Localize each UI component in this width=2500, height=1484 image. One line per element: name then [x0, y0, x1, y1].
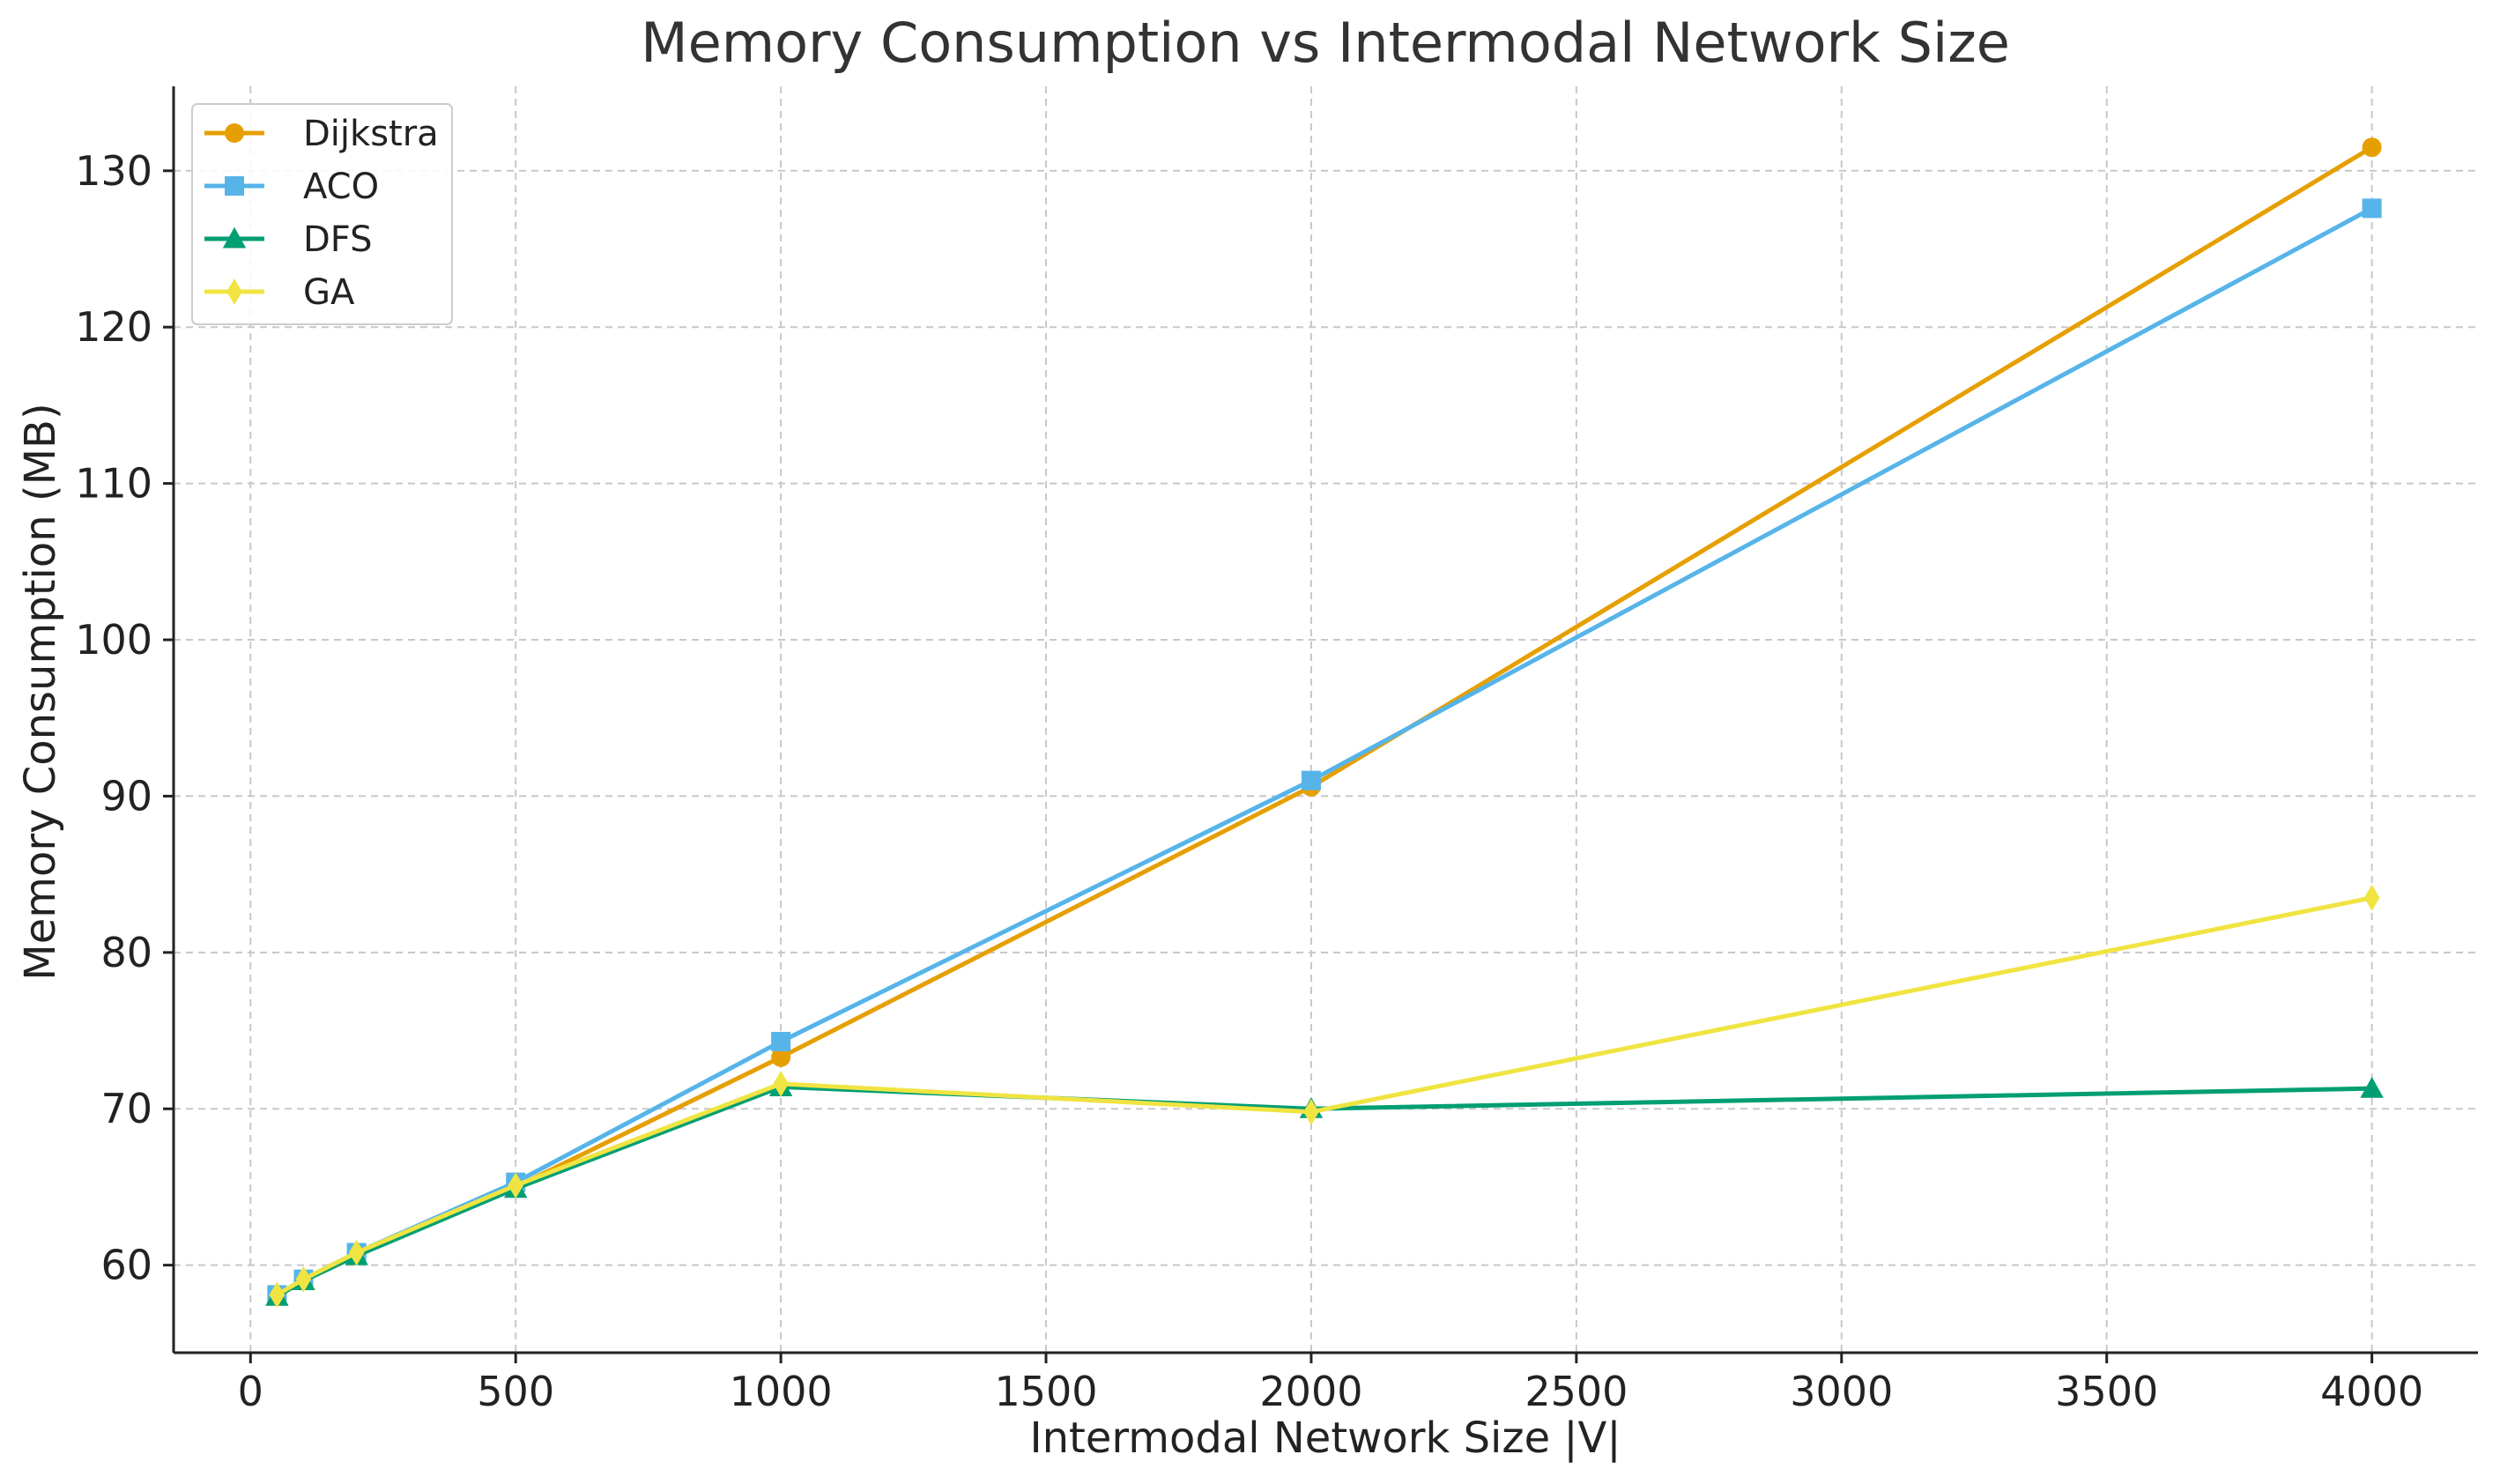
y-tick-label: 130 [75, 147, 152, 195]
series-aco [267, 198, 2382, 1305]
x-tick-label: 2500 [1524, 1368, 1628, 1415]
legend-label-ga: GA [303, 272, 355, 313]
y-tick-label: 120 [75, 303, 152, 351]
x-tick-label: 3500 [2055, 1368, 2158, 1415]
x-tick-label: 4000 [2320, 1368, 2423, 1415]
series-line-aco [276, 206, 2373, 1297]
legend-marker-aco [225, 176, 244, 196]
series-line-dijkstra [276, 145, 2373, 1299]
data-point-ga [348, 1239, 365, 1266]
series-dijkstra [267, 137, 2382, 1307]
data-point-aco [1301, 770, 1321, 790]
legend-label-dfs: DFS [303, 219, 373, 260]
x-axis-label: Intermodal Network Size |V| [1029, 1414, 1621, 1463]
data-point-ga [269, 1281, 286, 1309]
tick-labels: 0 500 1000 1500 2000 2500 3000 3500 4000 60 70 80 90… [75, 147, 2423, 1415]
y-axis-label: Memory Consumption (MB) [16, 403, 65, 980]
y-tick-label: 70 [100, 1085, 152, 1132]
x-tick-label: 500 [477, 1368, 554, 1415]
legend-label-aco: ACO [303, 167, 379, 207]
data-point-ga [2363, 884, 2380, 911]
data-point-dijkstra [771, 1047, 791, 1067]
legend-marker-ga [226, 278, 242, 305]
legend-item-ga: GA [204, 272, 355, 313]
grid [174, 86, 2478, 1353]
y-tick-label: 80 [100, 929, 152, 976]
legend-marker-dfs [222, 226, 247, 249]
chart-title: Memory Consumption vs Intermodal Network… [641, 11, 2010, 75]
data-point-aco [2362, 198, 2382, 219]
x-tick-label: 1500 [994, 1368, 1097, 1415]
y-tick-label: 110 [75, 460, 152, 508]
data-point-aco [771, 1031, 791, 1051]
data-point-ga [773, 1071, 789, 1097]
data-point-ga [1303, 1098, 1319, 1125]
legend-item-dfs: DFS [204, 219, 373, 260]
legend-label-dijkstra: Dijkstra [303, 114, 439, 154]
x-tick-label: 2000 [1259, 1368, 1362, 1415]
series-lines [265, 137, 2384, 1309]
axes [172, 86, 2478, 1354]
x-tick-label: 1000 [730, 1368, 833, 1415]
legend-box [191, 103, 453, 325]
data-point-ga [295, 1265, 312, 1293]
legend-item-dijkstra: Dijkstra [204, 114, 439, 154]
y-tick-label: 100 [75, 616, 152, 664]
legend: Dijkstra ACO DFS GA [191, 103, 453, 325]
y-tick-label: 90 [100, 772, 152, 820]
x-tick-label: 3000 [1790, 1368, 1893, 1415]
legend-item-aco: ACO [204, 167, 379, 207]
series-ga [269, 884, 2380, 1309]
data-point-ga [508, 1172, 523, 1199]
y-tick-label: 60 [100, 1242, 152, 1289]
data-point-dfs [2360, 1076, 2384, 1098]
legend-marker-dijkstra [225, 123, 244, 143]
data-point-dijkstra [2362, 137, 2382, 158]
x-tick-label: 0 [238, 1368, 263, 1415]
